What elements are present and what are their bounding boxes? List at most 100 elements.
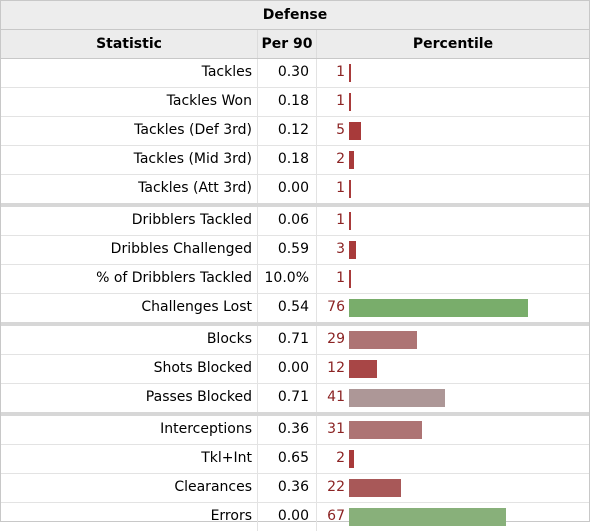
percentile-cell: 29 bbox=[316, 326, 589, 354]
percentile-cell: 1 bbox=[316, 175, 589, 203]
percentile-value: 31 bbox=[327, 421, 345, 437]
percentile-value: 2 bbox=[336, 151, 345, 167]
per90-value: 0.65 bbox=[257, 445, 316, 473]
stat-name: Challenges Lost bbox=[141, 299, 252, 315]
per90-value: 0.71 bbox=[257, 384, 316, 412]
stat-name: Tackles (Def 3rd) bbox=[134, 122, 252, 138]
stat-name: Passes Blocked bbox=[145, 389, 252, 405]
stat-name: Interceptions bbox=[160, 421, 252, 437]
percentile-value: 2 bbox=[336, 450, 345, 466]
percentile-bar bbox=[349, 450, 354, 468]
percentile-cell: 67 bbox=[316, 503, 589, 531]
stat-name: Tackles bbox=[201, 64, 252, 80]
per90-value: 0.18 bbox=[257, 88, 316, 116]
per90-value: 0.12 bbox=[257, 117, 316, 145]
percentile-cell: 12 bbox=[316, 355, 589, 383]
stat-name: Blocks bbox=[206, 331, 252, 347]
percentile-bar bbox=[349, 180, 351, 198]
percentile-value: 22 bbox=[327, 479, 345, 495]
percentile-bar bbox=[349, 212, 351, 230]
row-group: Dribblers Tackled 0.06 1 Dribbles Challenge… bbox=[1, 207, 589, 326]
per90-value: 0.00 bbox=[257, 175, 316, 203]
header-statistic[interactable]: Statistic bbox=[96, 36, 162, 52]
per90-value: 0.18 bbox=[257, 146, 316, 174]
percentile-bar bbox=[349, 421, 422, 439]
percentile-cell: 76 bbox=[316, 294, 589, 322]
stat-name: Tackles (Mid 3rd) bbox=[133, 151, 252, 167]
table-caption: Defense bbox=[1, 1, 589, 30]
table-row: % of Dribblers Tackled 10.0% 1 bbox=[1, 265, 589, 294]
per90-value: 0.59 bbox=[257, 236, 316, 264]
table-row: Dribbles Challenged 0.59 3 bbox=[1, 236, 589, 265]
percentile-value: 29 bbox=[327, 331, 345, 347]
row-group: Blocks 0.71 29 Shots Blocked 0.00 12 Passes Bl… bbox=[1, 326, 589, 416]
percentile-value: 67 bbox=[327, 508, 345, 524]
percentile-cell: 2 bbox=[316, 146, 589, 174]
row-group: Tackles 0.30 1 Tackles Won 0.18 1 Tackles (Def… bbox=[1, 59, 589, 207]
header-percentile[interactable]: Percentile bbox=[316, 30, 589, 58]
percentile-value: 3 bbox=[336, 241, 345, 257]
table-row: Tkl+Int 0.65 2 bbox=[1, 445, 589, 474]
percentile-bar bbox=[349, 389, 445, 407]
percentile-value: 1 bbox=[336, 212, 345, 228]
per90-value: 0.00 bbox=[257, 355, 316, 383]
table-row: Tackles (Mid 3rd) 0.18 2 bbox=[1, 146, 589, 175]
percentile-cell: 2 bbox=[316, 445, 589, 473]
percentile-cell: 41 bbox=[316, 384, 589, 412]
per90-value: 0.30 bbox=[257, 59, 316, 87]
per90-value: 0.00 bbox=[257, 503, 316, 531]
percentile-bar bbox=[349, 508, 506, 526]
percentile-bar bbox=[349, 331, 417, 349]
percentile-bar bbox=[349, 93, 351, 111]
stat-name: Dribblers Tackled bbox=[131, 212, 252, 228]
percentile-value: 1 bbox=[336, 270, 345, 286]
percentile-cell: 22 bbox=[316, 474, 589, 502]
percentile-bar bbox=[349, 122, 361, 140]
table-row: Interceptions 0.36 31 bbox=[1, 416, 589, 445]
percentile-value: 12 bbox=[327, 360, 345, 376]
table-row: Tackles (Att 3rd) 0.00 1 bbox=[1, 175, 589, 203]
percentile-value: 76 bbox=[327, 299, 345, 315]
percentile-bar bbox=[349, 241, 356, 259]
table-row: Shots Blocked 0.00 12 bbox=[1, 355, 589, 384]
percentile-cell: 3 bbox=[316, 236, 589, 264]
table-row: Challenges Lost 0.54 76 bbox=[1, 294, 589, 322]
percentile-cell: 1 bbox=[316, 88, 589, 116]
table-header: Statistic Per 90 Percentile bbox=[1, 30, 589, 59]
per90-value: 0.54 bbox=[257, 294, 316, 322]
per90-value: 0.36 bbox=[257, 474, 316, 502]
per90-value: 10.0% bbox=[257, 265, 316, 293]
percentile-cell: 1 bbox=[316, 265, 589, 293]
row-group: Interceptions 0.36 31 Tkl+Int 0.65 2 Clearance… bbox=[1, 416, 589, 531]
table-row: Tackles Won 0.18 1 bbox=[1, 88, 589, 117]
header-per90[interactable]: Per 90 bbox=[257, 30, 316, 58]
stat-name: Dribbles Challenged bbox=[110, 241, 252, 257]
stat-name: % of Dribblers Tackled bbox=[96, 270, 252, 286]
stat-name: Shots Blocked bbox=[153, 360, 252, 376]
stat-name: Tkl+Int bbox=[201, 450, 252, 466]
table-row: Errors 0.00 67 bbox=[1, 503, 589, 531]
percentile-value: 1 bbox=[336, 64, 345, 80]
stat-name: Clearances bbox=[174, 479, 252, 495]
percentile-value: 1 bbox=[336, 93, 345, 109]
stat-name: Tackles (Att 3rd) bbox=[138, 180, 252, 196]
percentile-value: 41 bbox=[327, 389, 345, 405]
percentile-bar bbox=[349, 64, 351, 82]
percentile-cell: 1 bbox=[316, 207, 589, 235]
table-row: Dribblers Tackled 0.06 1 bbox=[1, 207, 589, 236]
percentile-cell: 1 bbox=[316, 59, 589, 87]
percentile-bar bbox=[349, 151, 354, 169]
table-row: Clearances 0.36 22 bbox=[1, 474, 589, 503]
per90-value: 0.06 bbox=[257, 207, 316, 235]
table-row: Blocks 0.71 29 bbox=[1, 326, 589, 355]
stat-name: Errors bbox=[210, 508, 252, 524]
table-row: Tackles 0.30 1 bbox=[1, 59, 589, 88]
table-body: Tackles 0.30 1 Tackles Won 0.18 1 Tackles (Def… bbox=[1, 59, 589, 531]
per90-value: 0.71 bbox=[257, 326, 316, 354]
table-row: Tackles (Def 3rd) 0.12 5 bbox=[1, 117, 589, 146]
percentile-bar bbox=[349, 479, 401, 497]
percentile-cell: 5 bbox=[316, 117, 589, 145]
percentile-value: 1 bbox=[336, 180, 345, 196]
percentile-bar bbox=[349, 299, 528, 317]
